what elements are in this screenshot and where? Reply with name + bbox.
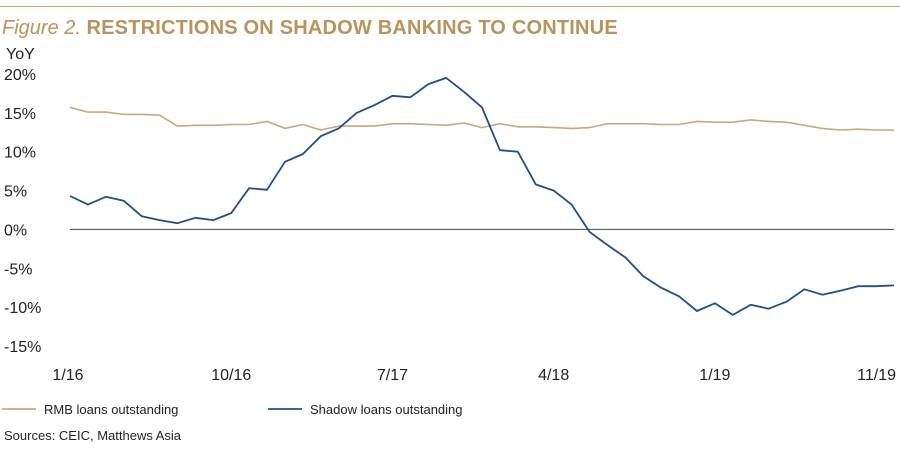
y-tick-label: 0% bbox=[4, 222, 27, 239]
figure-title: Figure 2. RESTRICTIONS ON SHADOW BANKING… bbox=[2, 16, 618, 40]
x-tick-label: 4/18 bbox=[538, 367, 569, 384]
x-tick-label: 11/19 bbox=[857, 367, 896, 384]
figure-label: Figure 2. bbox=[2, 17, 81, 39]
y-tick-label: -10% bbox=[4, 300, 41, 317]
y-axis-label: YoY bbox=[6, 46, 35, 63]
y-tick-label: 15% bbox=[4, 106, 36, 123]
x-tick-label: 10/16 bbox=[211, 367, 251, 384]
y-tick-label: 20% bbox=[4, 67, 36, 84]
x-tick-label: 1/19 bbox=[699, 367, 730, 384]
figure-title-text: RESTRICTIONS ON SHADOW BANKING TO CONTIN… bbox=[86, 17, 618, 39]
x-tick-label: 1/16 bbox=[52, 367, 83, 384]
rmb-loans-line bbox=[69, 106, 894, 131]
y-tick-label: -15% bbox=[4, 339, 41, 356]
y-tick-label: 5% bbox=[4, 184, 27, 201]
sources-note: Sources: CEIC, Matthews Asia bbox=[4, 428, 182, 443]
y-tick-label: -5% bbox=[4, 261, 32, 278]
x-tick-label: 7/17 bbox=[377, 367, 408, 384]
y-tick-label: 10% bbox=[4, 145, 36, 162]
shadow-loans-line bbox=[69, 77, 895, 316]
top-rule bbox=[0, 6, 900, 7]
legend-label: RMB loans outstanding bbox=[44, 402, 178, 417]
legend-label: Shadow loans outstanding bbox=[310, 402, 463, 417]
